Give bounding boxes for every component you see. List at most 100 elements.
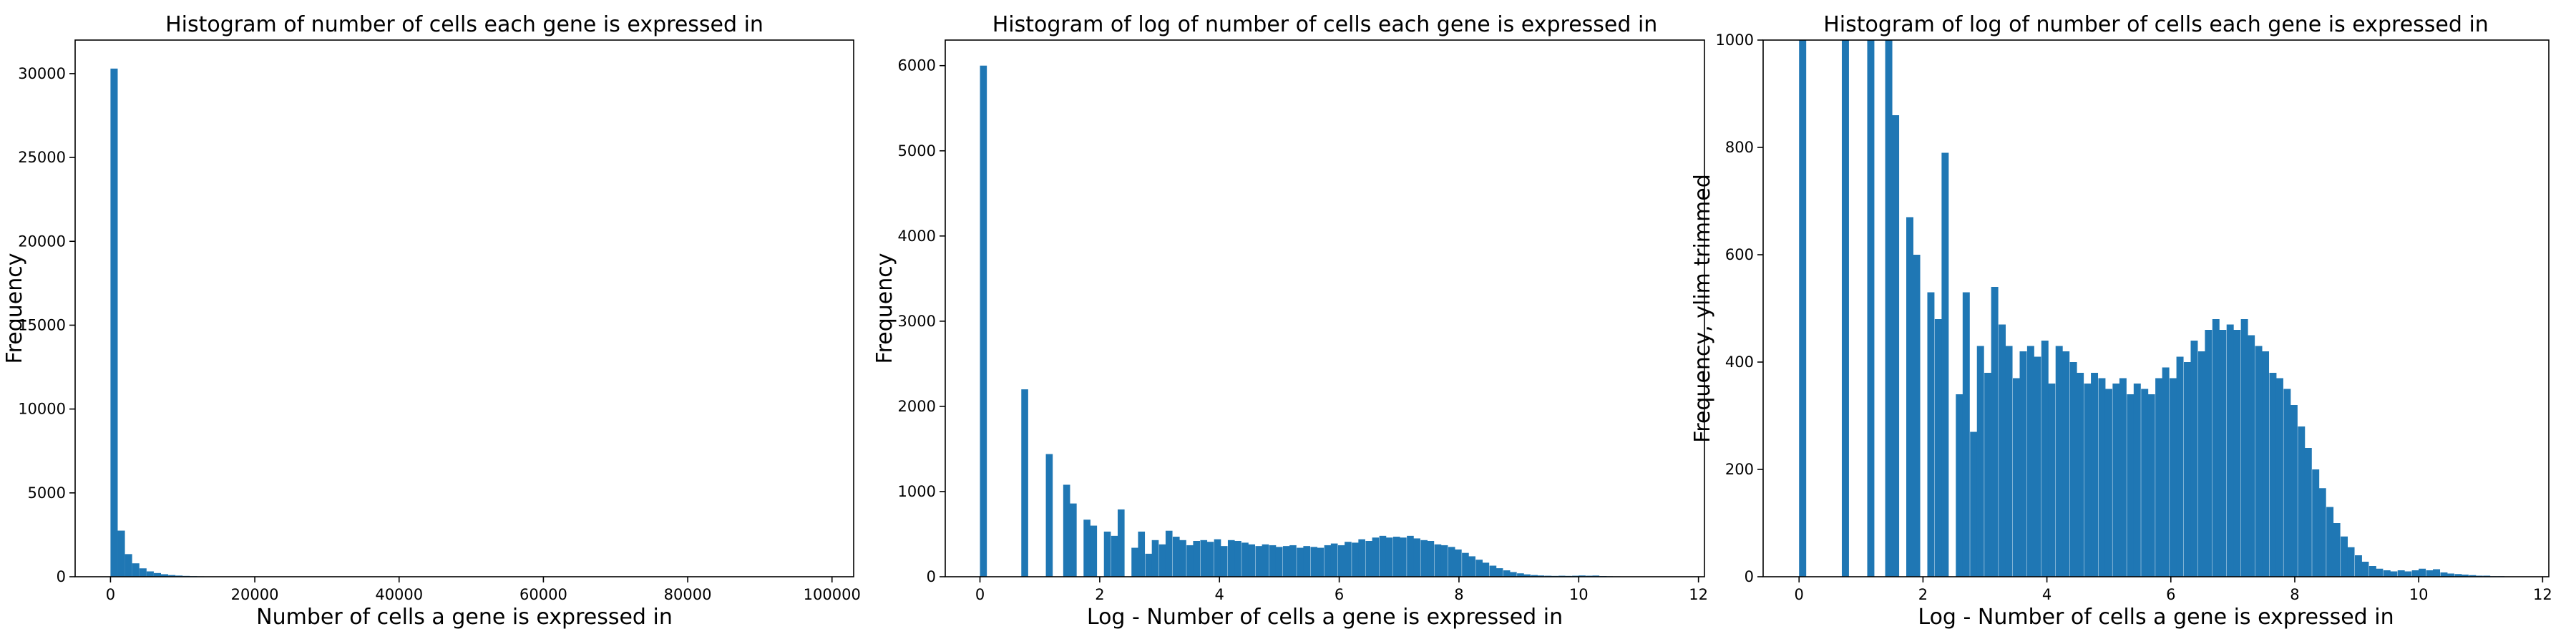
x-tick-label: 0	[1795, 586, 1804, 603]
histogram-bar	[2440, 572, 2448, 577]
histogram-bar	[1413, 538, 1420, 577]
histogram-bar	[1799, 40, 1807, 577]
histogram-bar	[1165, 530, 1173, 577]
y-tick-label: 2000	[898, 398, 936, 415]
histogram-bar	[1241, 542, 1249, 577]
histogram-bar	[2333, 523, 2341, 577]
x-tick-label: 12	[1689, 586, 1708, 603]
histogram-bar	[1592, 575, 1600, 577]
histogram-bar	[2269, 373, 2277, 577]
histogram-bar	[1400, 537, 1407, 577]
histogram-bar	[1392, 537, 1400, 577]
histogram-bar	[2026, 346, 2034, 577]
histogram-bar	[2104, 389, 2112, 577]
x-tick-label: 80000	[664, 586, 712, 603]
histogram-bar	[1262, 544, 1269, 577]
histogram-bar	[2240, 319, 2248, 577]
y-tick-label: 4000	[898, 228, 936, 245]
histogram-bar	[2084, 384, 2092, 577]
x-axis-label: Number of cells a gene is expressed in	[256, 605, 673, 630]
histogram-panel-log-counts: Histogram of log of number of cells each…	[872, 12, 1708, 630]
histogram-bar	[125, 554, 132, 577]
y-tick-label: 400	[1725, 353, 1754, 371]
histogram-bar	[1186, 545, 1194, 577]
histogram-bar	[1407, 535, 1414, 577]
histogram-bar	[1913, 255, 1921, 577]
histogram-bar	[1289, 545, 1297, 577]
histogram-bar	[1517, 573, 1524, 577]
histogram-bar	[1179, 540, 1186, 577]
histogram-bar	[2255, 346, 2263, 577]
histogram-bar	[1991, 287, 1999, 577]
y-tick-label: 0	[927, 568, 936, 585]
histogram-bar	[1462, 552, 1469, 577]
y-axis-ticks: 0 5000 10000 15000 20000 25000 30000	[18, 65, 75, 585]
histogram-bar	[1227, 540, 1235, 577]
y-tick-label: 3000	[898, 313, 936, 330]
histogram-bar	[1365, 541, 1373, 577]
histogram-bar	[2155, 378, 2163, 577]
histogram-bar	[2226, 324, 2234, 577]
histogram-bar	[1310, 547, 1318, 577]
histogram-bar	[1510, 572, 1517, 577]
y-tick-label: 30000	[18, 65, 66, 82]
histogram-bar	[1214, 539, 1221, 577]
x-tick-label: 40000	[375, 586, 423, 603]
histogram-bar	[160, 574, 169, 577]
histogram-bar	[1111, 535, 1118, 577]
histogram-bar	[2205, 330, 2212, 577]
histogram-bar	[2219, 330, 2227, 577]
histogram-bar	[2112, 384, 2120, 577]
histogram-bar	[117, 530, 125, 577]
histogram-bar	[2304, 448, 2312, 577]
histogram-bar	[2361, 562, 2369, 577]
histogram-bar	[1138, 531, 1146, 577]
histogram-bar	[1372, 537, 1380, 577]
histogram-bar	[2091, 373, 2099, 577]
histogram-bar	[1151, 540, 1159, 577]
axes-frame	[945, 39, 1705, 577]
histogram-bar	[2404, 571, 2412, 577]
histogram-bar	[1420, 540, 1428, 577]
histogram-bar	[1468, 556, 1475, 577]
histogram-bar	[1379, 535, 1387, 577]
histogram-bar	[1427, 541, 1435, 577]
histogram-bar	[1206, 542, 1214, 577]
histogram-bar	[1063, 484, 1070, 577]
histogram-bar	[1083, 519, 1091, 577]
histogram-bar	[1434, 544, 1442, 577]
x-tick-label: 0	[975, 586, 985, 603]
histogram-bar	[2469, 575, 2477, 577]
histogram-bar	[1090, 525, 1098, 577]
histogram-bar	[2312, 469, 2320, 577]
histogram-bar	[2454, 574, 2462, 577]
histogram-bar	[1317, 547, 1324, 577]
histogram-bar	[2419, 568, 2426, 577]
y-tick-label: 0	[57, 568, 66, 585]
histogram-bar	[132, 563, 140, 577]
histogram-bar	[1345, 542, 1352, 577]
histogram-bar	[2055, 346, 2063, 577]
histogram-bar	[1330, 543, 1338, 577]
histogram-bar	[2019, 351, 2027, 577]
histogram-bar	[2290, 405, 2298, 577]
histogram-bar	[2275, 378, 2283, 577]
histogram-bar	[1193, 541, 1201, 577]
histogram-bar	[2426, 570, 2434, 577]
histogram-bar	[1482, 562, 1490, 577]
chart-title: Histogram of log of number of cells each…	[992, 12, 1658, 37]
histogram-bar	[1248, 544, 1256, 577]
histogram-bar	[1892, 115, 1900, 577]
x-tick-label: 0	[106, 586, 115, 603]
histogram-bar	[1172, 537, 1180, 577]
x-tick-label: 2	[1918, 586, 1928, 603]
histogram-bar	[1275, 547, 1283, 577]
histogram-bar	[2318, 488, 2326, 577]
histogram-bar	[1970, 431, 1978, 577]
x-tick-label: 6	[1335, 586, 1344, 603]
histogram-bar	[1145, 553, 1153, 577]
histogram-bar	[1269, 545, 1277, 577]
histogram-bar	[1579, 575, 1586, 577]
histogram-bar	[1537, 575, 1545, 577]
